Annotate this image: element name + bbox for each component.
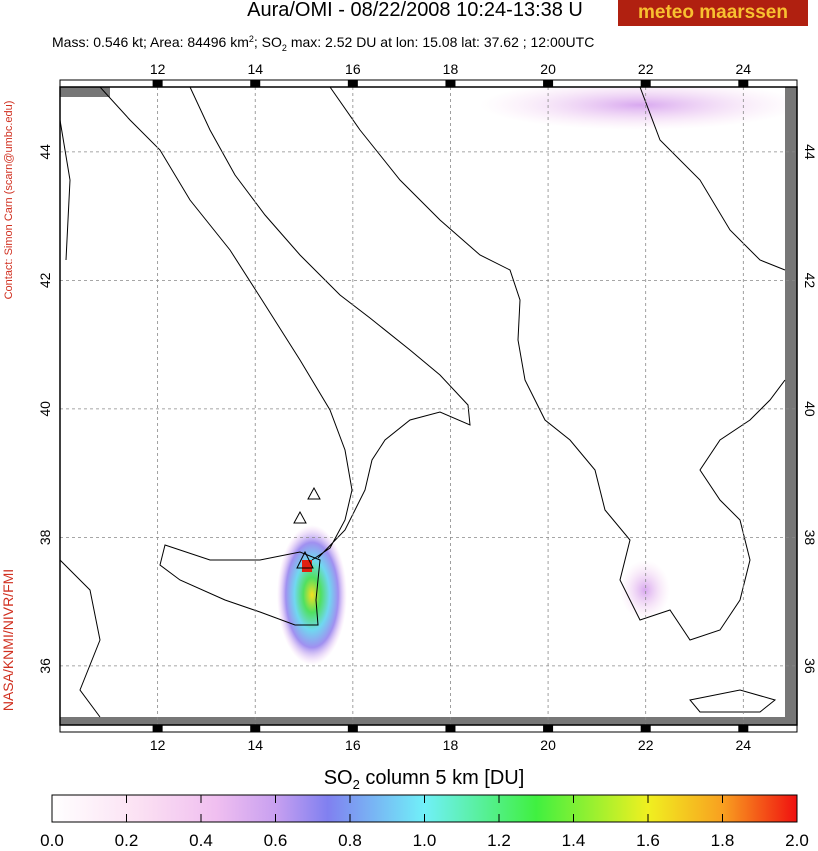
y-tick-label: 44	[37, 144, 53, 160]
colorbar-tick-label: 0.6	[264, 831, 288, 850]
tick-block	[543, 725, 554, 732]
colorbar-tick-label: 0.4	[189, 831, 213, 850]
so2-plume	[277, 525, 347, 665]
x-tick-label: 14	[247, 61, 263, 77]
subtitle-part: 2	[282, 43, 287, 53]
colorbar-tick-label: 1.2	[487, 831, 511, 850]
colorbar-tick-label: 1.8	[711, 831, 735, 850]
x-tick-label: 14	[247, 737, 263, 753]
tick-block	[445, 725, 456, 732]
grid	[60, 87, 797, 725]
x-tick-label: 22	[638, 737, 654, 753]
colorbar-tick-label: 0.0	[40, 831, 64, 850]
tick-block	[250, 80, 261, 87]
y-tick-label: 38	[802, 530, 818, 546]
map-area	[60, 87, 797, 725]
x-tick-label: 18	[443, 737, 459, 753]
so2-haze	[620, 560, 670, 620]
x-tick-label: 20	[540, 61, 556, 77]
y-tick-label: 40	[802, 401, 818, 417]
tick-block	[445, 80, 456, 87]
x-tick-label: 24	[736, 737, 752, 753]
credit: NASA/KNMI/NIVR/FMI	[0, 569, 16, 711]
subtitle-part: max: 2.52 DU at lon: 15.08 lat: 37.62 ; …	[287, 34, 594, 50]
coastline-crete	[689, 689, 777, 713]
volcano-stromboli	[307, 486, 321, 500]
x-tick-label: 16	[345, 737, 361, 753]
x-tick-label: 20	[540, 737, 556, 753]
logo-box	[618, 0, 808, 26]
tick-block	[543, 80, 554, 87]
colorbar-title-part: column 5 km [DU]	[360, 767, 524, 789]
colorbar-title: SO2 column 5 km [DU]	[324, 767, 525, 792]
contact: Contact: Simon Carn (scarn@umbc.edu)	[3, 101, 15, 300]
title: Aura/OMI - 08/22/2008 10:24-13:38 U	[247, 0, 583, 21]
colorbar-tick-label: 1.4	[562, 831, 586, 850]
colorbar-tick-label: 0.2	[115, 831, 139, 850]
colorbar-title-part: SO	[324, 767, 353, 789]
y-tick-label: 42	[802, 273, 818, 289]
so2-max	[302, 560, 312, 572]
coastline-sicily	[159, 544, 321, 626]
subtitle-part: 2	[249, 34, 254, 44]
y-tick-label: 40	[37, 401, 53, 417]
subtitle-part: Mass: 0.546 kt; Area: 84496 km	[52, 34, 249, 50]
tick-block	[347, 725, 358, 732]
x-tick-label: 24	[736, 61, 752, 77]
coastline-sardinia-africa	[60, 119, 101, 718]
x-tick-label: 22	[638, 61, 654, 77]
coastline-balkans	[329, 87, 786, 641]
x-tick-label: 12	[150, 737, 166, 753]
tick-block	[152, 80, 163, 87]
y-tick-label: 38	[37, 529, 53, 545]
x-tick-label: 12	[150, 61, 166, 77]
colorbar-tick-label: 2.0	[785, 831, 809, 850]
tick-block	[640, 80, 651, 87]
tick-block	[347, 80, 358, 87]
tick-block	[152, 725, 163, 732]
no-data	[60, 87, 110, 97]
y-tick-label: 42	[37, 272, 53, 288]
volcano-etna	[296, 550, 314, 569]
x-tick-label: 18	[443, 61, 459, 77]
tick-block	[738, 80, 749, 87]
map-background	[60, 87, 797, 725]
subtitle: Mass: 0.546 kt; Area: 84496 km2; SO2 max…	[52, 34, 594, 53]
logo: meteo maarssen	[638, 2, 788, 23]
colorbar-tick-label: 1.0	[413, 831, 437, 850]
x-tick-label: 16	[345, 61, 361, 77]
colorbar-title-part: 2	[353, 777, 360, 792]
frame-border	[59, 79, 798, 88]
y-tick-label: 36	[802, 658, 818, 674]
tick-block	[250, 725, 261, 732]
colorbar-tick-label: 1.6	[636, 831, 660, 850]
no-data	[785, 87, 797, 725]
volcano-vulcano	[293, 510, 307, 524]
frame-border	[59, 724, 798, 733]
tick-block	[738, 725, 749, 732]
no-data	[60, 717, 797, 725]
subtitle-part: ; SO	[254, 34, 282, 50]
y-tick-label: 36	[37, 658, 53, 674]
y-tick-label: 44	[802, 144, 818, 160]
coastline-italy	[99, 87, 471, 561]
tick-block	[640, 725, 651, 732]
colorbar-tick-label: 0.8	[338, 831, 362, 850]
so2-haze	[480, 87, 797, 130]
